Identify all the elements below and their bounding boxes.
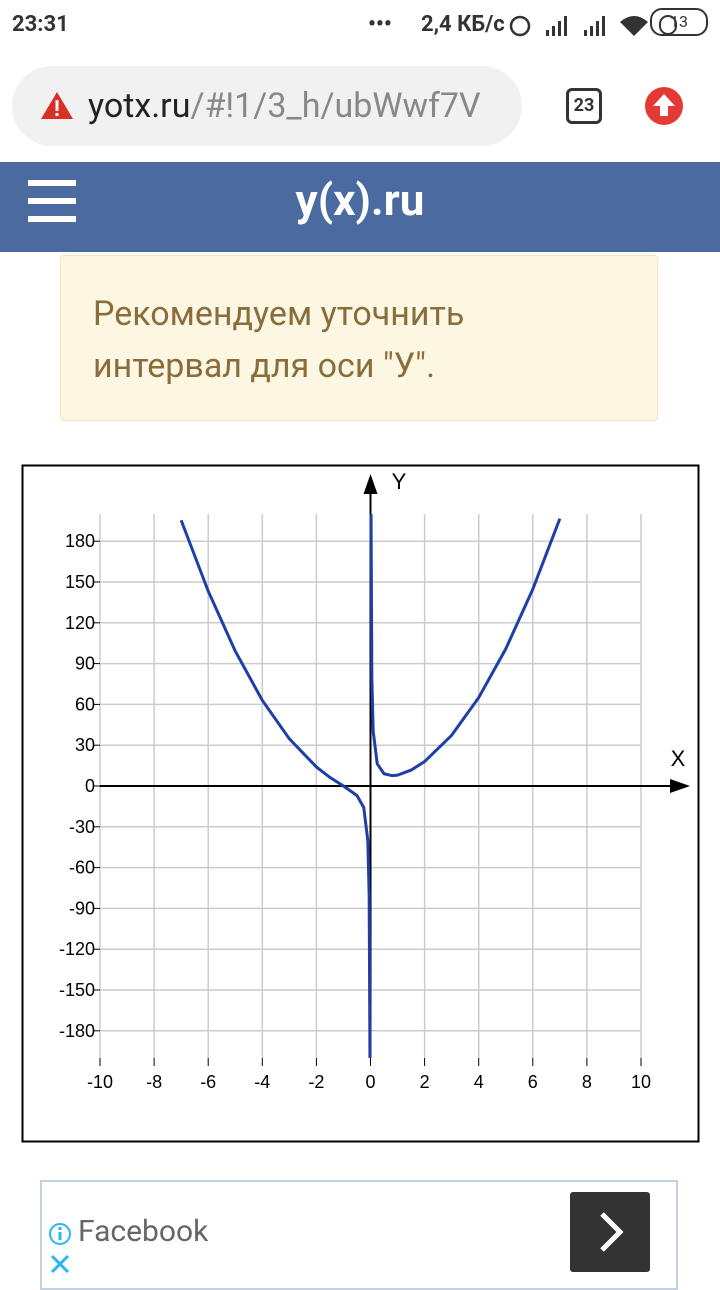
y-tick-label: 60: [75, 694, 95, 714]
net-speed: 2,4 КБ/с: [421, 12, 505, 37]
update-button[interactable]: [644, 86, 684, 126]
chevron: [600, 1212, 624, 1252]
url-host: yotx.ru: [88, 86, 191, 126]
y-tick-label: -180: [59, 1021, 95, 1041]
battery: 13: [650, 8, 708, 36]
x-tick-label: 8: [582, 1072, 592, 1092]
y-tick-label: 150: [65, 572, 95, 592]
address-bar[interactable]: yotx.ru/#!1/3_h/ubWwf7V: [12, 66, 522, 146]
x-tick-label: -4: [254, 1072, 270, 1092]
curve: [179, 513, 562, 1059]
x-tick-label: -10: [87, 1072, 113, 1092]
x-tick-label: -6: [200, 1072, 216, 1092]
y-axis-arrow: [363, 474, 378, 494]
ad-banner[interactable]: Facebook: [40, 1180, 678, 1290]
y-tick-label: 180: [65, 531, 95, 551]
status-bar: 23:31 ••• 2,4 КБ/с 13: [0, 0, 720, 52]
x-tick-label: 4: [474, 1072, 484, 1092]
clock: 23:31: [12, 12, 69, 37]
ad-arrow[interactable]: [570, 1192, 650, 1272]
warning-icon: [41, 92, 73, 119]
x-tick-label: -8: [146, 1072, 162, 1092]
y-tick-label: -30: [69, 817, 95, 837]
x-tick-label: 6: [528, 1072, 538, 1092]
chart: -10 -8 -6 -4 -2 0 2 4 6 8 10 -180 -150 -120 -90 -60 -30 0…: [21, 464, 700, 1143]
x-axis-label: X: [671, 746, 686, 771]
url: yotx.ru/#!1/3_h/ubWwf7V: [88, 86, 481, 126]
x-tick-label: 0: [365, 1072, 375, 1092]
x-axis-arrow: [670, 779, 690, 793]
y-tick-label: 120: [65, 613, 95, 633]
alert: Рекомендуем уточнить интервал для оси "У…: [60, 255, 658, 421]
y-axis-label: Y: [392, 469, 407, 494]
ad-text: Facebook: [78, 1214, 209, 1249]
tabs-button[interactable]: 23: [566, 88, 602, 124]
y-tick-label: -120: [59, 939, 95, 959]
y-tick-label: -90: [69, 898, 95, 918]
x-tick-label: -2: [308, 1072, 324, 1092]
ad-icons: [49, 1223, 71, 1274]
y-tick-label: 90: [75, 654, 95, 674]
alert-line: Рекомендуем уточнить: [93, 294, 465, 334]
url-path: /#!1/3_h/ubWwf7V: [190, 86, 481, 126]
dots: •••: [368, 12, 392, 37]
menu-button[interactable]: [28, 180, 76, 222]
y-tick-label: 0: [85, 776, 95, 796]
site-header: y(x).ru: [0, 162, 720, 252]
y-tick-label: -60: [69, 858, 95, 878]
site-title: y(x).ru: [295, 174, 425, 226]
y-tick-label: 30: [75, 735, 95, 755]
alert-line: интервал для оси "У".: [93, 346, 436, 386]
x-tick-label: 10: [631, 1072, 651, 1092]
x-tick-label: 2: [420, 1072, 430, 1092]
y-tick-label: -150: [59, 980, 95, 1000]
